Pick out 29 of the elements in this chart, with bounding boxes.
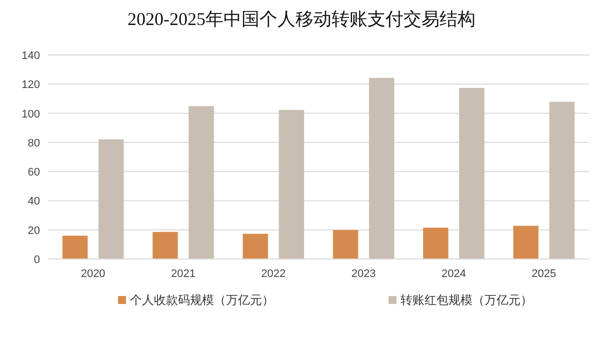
y-tick-label: 0 (34, 254, 40, 266)
legend-label: 转账红包规模（万亿元） (400, 293, 532, 307)
bar (98, 139, 124, 259)
bar (332, 230, 358, 259)
bar (188, 106, 214, 259)
x-tick-label: 2021 (171, 268, 196, 280)
y-tick-label: 80 (28, 137, 40, 150)
bar (549, 102, 575, 259)
legend-label: 个人收款码规模（万亿元） (130, 293, 274, 307)
bar (152, 232, 178, 259)
bar (242, 234, 268, 259)
chart-title: 2020-2025年中国个人移动转账支付交易结构 (128, 9, 476, 29)
bar (278, 110, 304, 259)
y-tick-label: 20 (28, 224, 40, 237)
x-tick-label: 2023 (351, 268, 376, 280)
x-tick-label: 2025 (532, 268, 556, 280)
x-tick-label: 2024 (442, 268, 466, 280)
y-tick-label: 120 (22, 79, 40, 92)
bar (368, 78, 394, 259)
bar (423, 228, 448, 259)
x-tick-label: 2020 (80, 268, 106, 280)
x-tick-label: 2022 (261, 268, 286, 280)
bar (459, 88, 484, 259)
bar (62, 236, 88, 259)
y-tick-label: 100 (22, 108, 40, 120)
bar (513, 226, 539, 259)
y-tick-label: 60 (28, 166, 40, 179)
y-tick-label: 40 (28, 196, 40, 208)
y-tick-label: 140 (22, 50, 40, 62)
